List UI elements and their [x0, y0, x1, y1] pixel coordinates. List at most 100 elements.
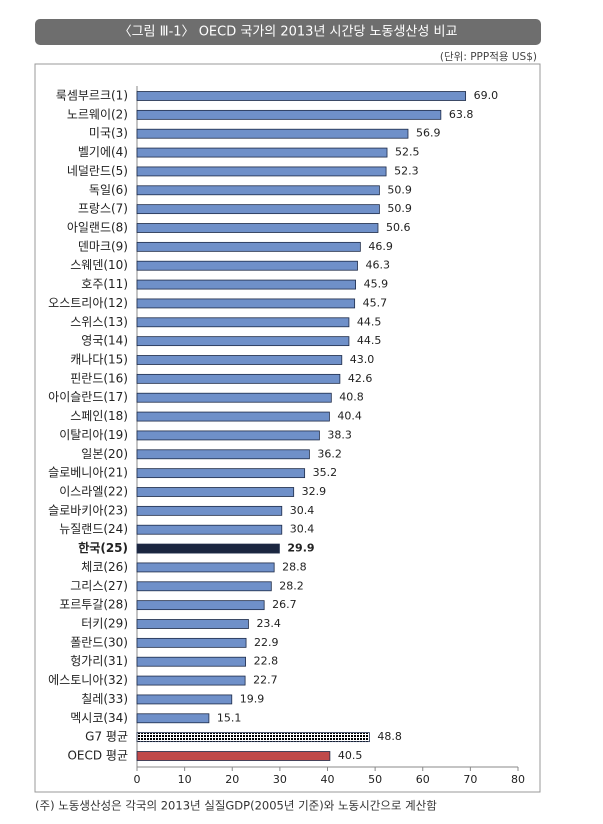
value-label: 38.3	[327, 428, 352, 441]
value-label: 36.2	[317, 447, 342, 460]
value-label: 22.8	[254, 655, 279, 668]
bar	[136, 543, 280, 554]
y-tick-label: 멕시코(34)	[70, 711, 128, 725]
y-tick-label: 일본(20)	[81, 447, 128, 461]
value-label: 50.9	[387, 202, 412, 215]
bar	[136, 147, 388, 158]
value-label: 29.9	[287, 542, 314, 555]
value-label: 22.7	[253, 674, 278, 687]
value-label: 43.0	[350, 353, 375, 366]
bar	[136, 732, 370, 743]
bar	[136, 298, 356, 309]
x-tick-label: 70	[463, 773, 477, 786]
value-label: 30.4	[290, 523, 315, 536]
value-label: 28.2	[279, 579, 304, 592]
y-tick-label: 스웨덴(10)	[70, 258, 128, 272]
x-tick-label: 30	[273, 773, 287, 786]
value-label: 42.6	[348, 372, 373, 385]
value-label: 45.9	[364, 278, 389, 291]
y-tick-label: 에스토니아(32)	[48, 673, 128, 687]
bar	[136, 468, 306, 479]
value-label: 26.7	[272, 598, 297, 611]
bar	[136, 751, 331, 761]
y-tick-label: 스페인(18)	[70, 409, 128, 423]
x-tick-label: 50	[368, 773, 382, 786]
y-tick-label: 스위스(13)	[70, 315, 128, 329]
value-label: 52.3	[394, 164, 419, 177]
value-label: 28.8	[282, 560, 307, 573]
footnote: (주) 노동생산성은 각국의 2013년 실질GDP(2005년 기준)와 노동…	[35, 799, 437, 813]
chart-title: 〈그림 Ⅲ-1〉 OECD 국가의 2013년 시간당 노동생산성 비교	[119, 25, 458, 40]
x-tick-label: 80	[511, 773, 525, 786]
y-tick-label: 아이슬란드(17)	[48, 390, 128, 404]
y-tick-label: 슬로베니아(21)	[48, 466, 128, 480]
value-label: 46.3	[366, 259, 391, 272]
bar	[136, 600, 265, 611]
y-tick-label: OECD 평균	[67, 749, 128, 763]
value-label: 19.9	[240, 692, 265, 705]
title-box	[35, 19, 541, 45]
bar	[136, 336, 350, 347]
bar	[136, 317, 350, 328]
plot-frame	[34, 63, 541, 793]
y-tick-label: G7 평균	[85, 730, 128, 744]
value-label: 56.9	[416, 127, 441, 140]
bar	[136, 694, 233, 705]
bar	[136, 166, 387, 177]
bar	[136, 637, 247, 648]
value-label: 44.5	[357, 315, 382, 328]
y-tick-label: 네덜란드(5)	[67, 164, 128, 178]
value-label: 63.8	[449, 108, 474, 121]
y-tick-label: 체코(26)	[81, 560, 128, 574]
bar	[136, 449, 310, 460]
x-tick-label: 40	[321, 773, 335, 786]
y-tick-label: 폴란드(30)	[70, 635, 128, 649]
y-tick-label: 벨기에(4)	[78, 145, 128, 159]
value-label: 50.9	[387, 183, 412, 196]
x-tick-label: 10	[178, 773, 192, 786]
bar	[136, 392, 332, 403]
y-tick-label: 슬로바키아(23)	[48, 503, 128, 517]
x-tick-label: 60	[416, 773, 430, 786]
y-tick-label: 호주(11)	[81, 277, 128, 291]
bar	[136, 223, 379, 233]
y-tick-label: 룩셈부르크(1)	[56, 89, 128, 103]
unit-note: (단위: PPP적용 US$)	[440, 50, 537, 63]
value-label: 40.5	[338, 749, 363, 762]
value-label: 23.4	[256, 617, 281, 630]
y-tick-label: 한국(25)	[78, 540, 128, 555]
value-label: 35.2	[313, 466, 338, 479]
value-label: 48.8	[377, 730, 402, 743]
value-label: 46.9	[368, 240, 393, 253]
bar	[136, 373, 341, 384]
value-label: 69.0	[474, 89, 499, 102]
y-tick-label: 핀란드(16)	[70, 371, 128, 385]
y-tick-label: 미국(3)	[89, 126, 128, 140]
value-label: 52.5	[395, 146, 420, 159]
y-tick-label: 이탈리아(19)	[59, 428, 128, 442]
x-tick-label: 0	[134, 773, 141, 786]
bar	[136, 204, 380, 215]
y-tick-label: 오스트리아(12)	[48, 296, 128, 310]
bar	[136, 355, 343, 365]
bar	[136, 128, 409, 139]
value-label: 32.9	[302, 485, 327, 498]
bar	[136, 241, 361, 252]
bar	[136, 619, 249, 629]
x-tick-label: 20	[225, 773, 239, 786]
y-tick-label: 노르웨이(2)	[67, 107, 128, 121]
bar	[136, 411, 330, 422]
bar	[136, 656, 246, 667]
y-tick-label: 터키(29)	[81, 617, 128, 631]
bar	[136, 505, 283, 516]
bar	[136, 91, 467, 101]
y-tick-label: 헝가리(31)	[70, 654, 128, 668]
bar	[136, 675, 246, 686]
value-label: 45.7	[363, 296, 388, 309]
value-label: 50.6	[386, 221, 411, 234]
value-label: 44.5	[357, 334, 382, 347]
y-tick-label: 캐나다(15)	[70, 353, 128, 367]
value-label: 22.9	[254, 636, 279, 649]
value-label: 30.4	[290, 504, 315, 517]
